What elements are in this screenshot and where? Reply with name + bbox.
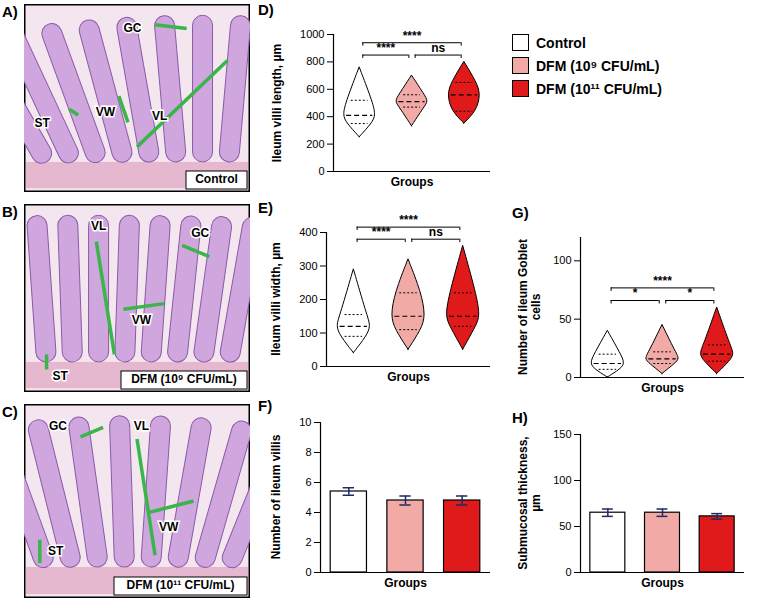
svg-text:50: 50 [559, 313, 571, 325]
svg-text:GC: GC [49, 419, 67, 433]
svg-text:VL: VL [152, 109, 167, 123]
html-text:Control: Control [536, 34, 586, 51]
svg-text:DFM (10¹¹ CFU/mL): DFM (10¹¹ CFU/mL) [127, 578, 235, 592]
svg-text:GC: GC [123, 21, 141, 35]
html-text:DFM (10¹¹ CFU/mL): DFM (10¹¹ CFU/mL) [536, 80, 662, 97]
svg-text:0: 0 [311, 360, 317, 372]
svg-text:****: **** [399, 213, 418, 227]
svg-text:Groups: Groups [641, 576, 684, 590]
svg-text:2: 2 [305, 536, 311, 548]
svg-text:0: 0 [318, 165, 324, 177]
svg-text:ST: ST [34, 116, 50, 130]
html-text:B): B) [2, 203, 18, 220]
svg-text:DFM (10⁹ CFU/mL): DFM (10⁹ CFU/mL) [131, 372, 237, 386]
svg-text:0: 0 [565, 566, 571, 578]
svg-text:100: 100 [299, 327, 317, 339]
svg-text:300: 300 [299, 260, 317, 272]
svg-text:150: 150 [553, 428, 571, 440]
svg-text:100: 100 [553, 254, 571, 266]
html-text:Number of ileum villis: Number of ileum villis [268, 434, 283, 560]
svg-text:VW: VW [96, 105, 116, 119]
html-text:Ileum villi length, µm: Ileum villi length, µm [268, 43, 283, 162]
svg-text:ST: ST [52, 369, 68, 383]
html-text:H): H) [512, 409, 528, 426]
svg-text:ST: ST [48, 544, 64, 558]
svg-text:****: **** [372, 225, 391, 239]
svg-text:ns: ns [431, 41, 445, 55]
svg-text:0: 0 [305, 566, 311, 578]
html-text:Submucosal thickness, µm: Submucosal thickness, µm [516, 436, 543, 570]
svg-text:600: 600 [306, 83, 324, 95]
html-text:C): C) [2, 403, 18, 420]
svg-text:800: 800 [306, 55, 324, 67]
svg-text:*: * [687, 286, 692, 300]
svg-text:Control: Control [195, 172, 238, 186]
svg-text:400: 400 [306, 110, 324, 122]
svg-text:ns: ns [429, 225, 443, 239]
html-text:F): F) [258, 397, 273, 414]
html-text:DFM (10⁹ CFU/mL): DFM (10⁹ CFU/mL) [536, 57, 660, 74]
svg-text:*: * [633, 286, 638, 300]
svg-text:VW: VW [159, 520, 179, 534]
svg-text:10: 10 [299, 416, 311, 428]
svg-text:0: 0 [565, 371, 571, 383]
svg-text:200: 200 [306, 138, 324, 150]
html-text:G): G) [512, 204, 529, 221]
svg-text:Groups: Groups [387, 370, 430, 384]
svg-text:Groups: Groups [384, 576, 427, 590]
svg-text:50: 50 [559, 520, 571, 532]
html-text:Number of ileum Goblet cells: Number of ileum Goblet cells [516, 239, 543, 375]
svg-text:VL: VL [91, 219, 106, 233]
html-text:A): A) [2, 3, 18, 20]
html-text:E): E) [258, 199, 273, 216]
svg-text:8: 8 [305, 446, 311, 458]
html-text:D): D) [258, 1, 274, 18]
svg-text:GC: GC [191, 226, 209, 240]
svg-text:6: 6 [305, 476, 311, 488]
svg-text:VL: VL [134, 419, 149, 433]
svg-text:Groups: Groups [641, 381, 684, 395]
svg-text:1000: 1000 [300, 28, 324, 40]
svg-text:4: 4 [305, 506, 311, 518]
svg-text:****: **** [376, 41, 395, 55]
svg-text:200: 200 [299, 293, 317, 305]
svg-text:VW: VW [132, 313, 152, 327]
svg-text:100: 100 [553, 474, 571, 486]
svg-text:Groups: Groups [391, 175, 434, 189]
svg-text:400: 400 [299, 226, 317, 238]
svg-text:****: **** [403, 29, 422, 43]
html-text:Ileum villi width, µm: Ileum villi width, µm [268, 242, 283, 356]
svg-text:****: **** [653, 274, 672, 288]
